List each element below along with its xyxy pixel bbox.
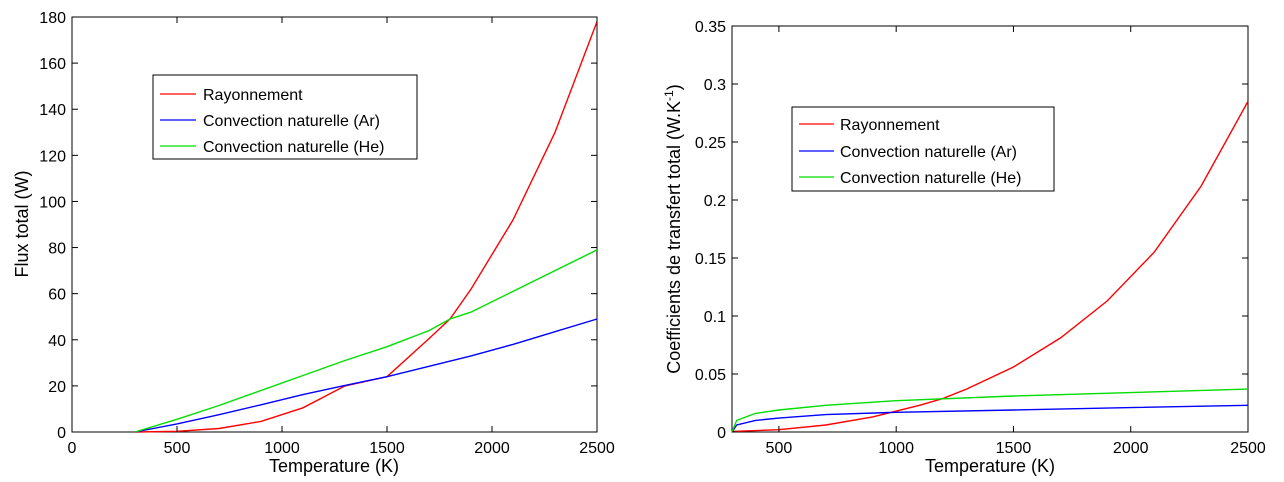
x-tick-label: 1000 xyxy=(264,440,300,457)
y-tick-label: 0 xyxy=(717,425,726,442)
y-tick-label: 40 xyxy=(48,333,66,350)
x-tick-label: 2500 xyxy=(579,440,615,457)
legend-box xyxy=(791,106,1055,192)
y-tick-label: 140 xyxy=(39,102,66,119)
y-tick-label: 60 xyxy=(48,287,66,304)
y-axis-label-superscript: -1 xyxy=(662,90,676,101)
y-tick-label: 180 xyxy=(39,10,66,27)
y-tick-label: 0.3 xyxy=(704,77,726,94)
legend: Rayonnement Convection naturelle (Ar) Co… xyxy=(152,74,418,160)
x-tick-label: 1500 xyxy=(996,440,1032,457)
x-tick-label: 2000 xyxy=(474,440,510,457)
legend-label-convection-ar: Convection naturelle (Ar) xyxy=(203,113,380,130)
y-axis-label-end: ) xyxy=(664,84,684,90)
y-tick-label: 20 xyxy=(48,379,66,396)
y-tick-label: 0.2 xyxy=(704,193,726,210)
x-tick-label: 500 xyxy=(766,440,793,457)
y-tick-label: 0.15 xyxy=(695,251,726,268)
legend-box xyxy=(152,74,418,160)
chart-flux-total: 0 500 1000 1500 2000 2500 0 20 40 60 80 100 120 140 16… xyxy=(12,10,615,476)
legend-label-rayonnement: Rayonnement xyxy=(203,87,303,104)
x-axis-label: Temperature (K) xyxy=(925,456,1055,476)
y-axis-label: Coefficients de transfert total (W.K-1) xyxy=(662,84,684,373)
series-line-convection-naturelle-he xyxy=(731,388,1249,433)
y-tick-label: 0.35 xyxy=(695,19,726,36)
legend-label-convection-ar: Convection naturelle (Ar) xyxy=(840,144,1017,161)
plot-frame xyxy=(731,25,1249,433)
legend-label-convection-he: Convection naturelle (He) xyxy=(840,170,1021,187)
y-tick-label: 100 xyxy=(39,194,66,211)
series-line-convection-naturelle-ar xyxy=(731,404,1249,433)
y-tick-label: 0.25 xyxy=(695,135,726,152)
y-axis-label: Flux total (W) xyxy=(12,170,32,277)
x-tick-label: 0 xyxy=(68,440,77,457)
x-tick-label: 1000 xyxy=(878,440,914,457)
legend-label-convection-he: Convection naturelle (He) xyxy=(203,139,384,156)
series-line-rayonnement xyxy=(731,101,1249,433)
y-tick-label: 0.05 xyxy=(695,367,726,384)
y-tick-label: 160 xyxy=(39,56,66,73)
chart-coefficients-transfert: 500 1000 1500 2000 2500 0 0.05 0.1 0.15 0.2 0.25 0.… xyxy=(662,19,1266,476)
x-tick-label: 2000 xyxy=(1113,440,1149,457)
series-line-convection-naturelle-he xyxy=(134,249,598,433)
x-tick-label: 1500 xyxy=(369,440,405,457)
y-tick-label: 80 xyxy=(48,241,66,258)
y-axis-label-main: Coefficients de transfert total (W.K xyxy=(664,101,684,374)
x-tick-label: 500 xyxy=(164,440,191,457)
x-tick-label: 2500 xyxy=(1230,440,1266,457)
y-tick-label: 0.1 xyxy=(704,309,726,326)
legend-label-rayonnement: Rayonnement xyxy=(840,117,940,134)
legend: Rayonnement Convection naturelle (Ar) Co… xyxy=(791,106,1055,192)
y-tick-label: 0 xyxy=(57,425,66,442)
series-line-convection-naturelle-ar xyxy=(134,318,598,433)
y-tick-label: 120 xyxy=(39,148,66,165)
x-axis-label: Temperature (K) xyxy=(269,456,399,476)
